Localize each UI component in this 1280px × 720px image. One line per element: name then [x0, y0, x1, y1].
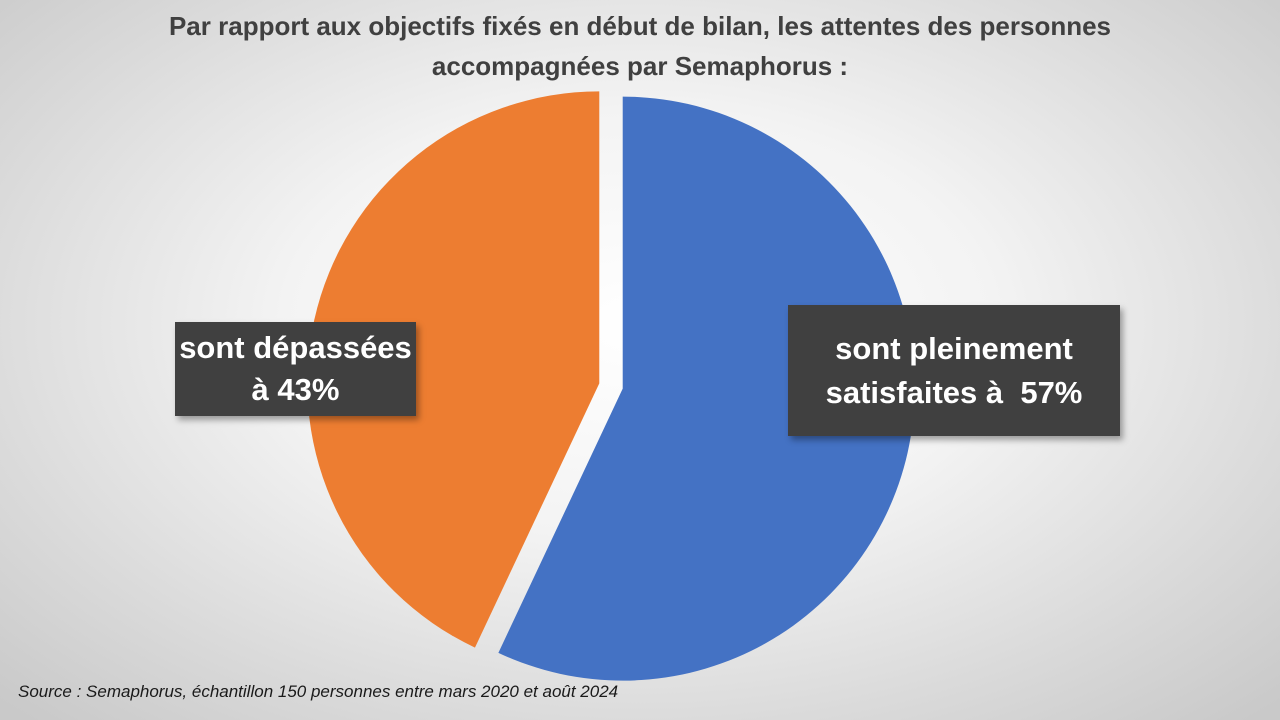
- data-label-exceeded-line-2: à 43%: [251, 372, 340, 407]
- chart-title-line-1: Par rapport aux objectifs fixés en début…: [168, 11, 1112, 41]
- data-label-exceeded: sont dépassées à 43%: [175, 322, 416, 416]
- pie-slice-exceeded: [307, 91, 600, 648]
- data-label-satisfied: sont pleinement satisfaites à 57%: [788, 305, 1120, 436]
- chart-title: Par rapport aux objectifs fixés en début…: [0, 6, 1280, 86]
- chart-title-line-2: accompagnées par Semaphorus :: [431, 51, 849, 81]
- pie-slice-satisfied: [498, 96, 915, 681]
- data-label-exceeded-line-1: sont dépassées: [179, 330, 412, 365]
- data-label-satisfied-line-2: satisfaites à 57%: [825, 374, 1083, 410]
- pie-slices: [307, 91, 915, 681]
- source-note: Source : Semaphorus, échantillon 150 per…: [18, 682, 619, 701]
- data-label-satisfied-line-1: sont pleinement: [835, 330, 1073, 366]
